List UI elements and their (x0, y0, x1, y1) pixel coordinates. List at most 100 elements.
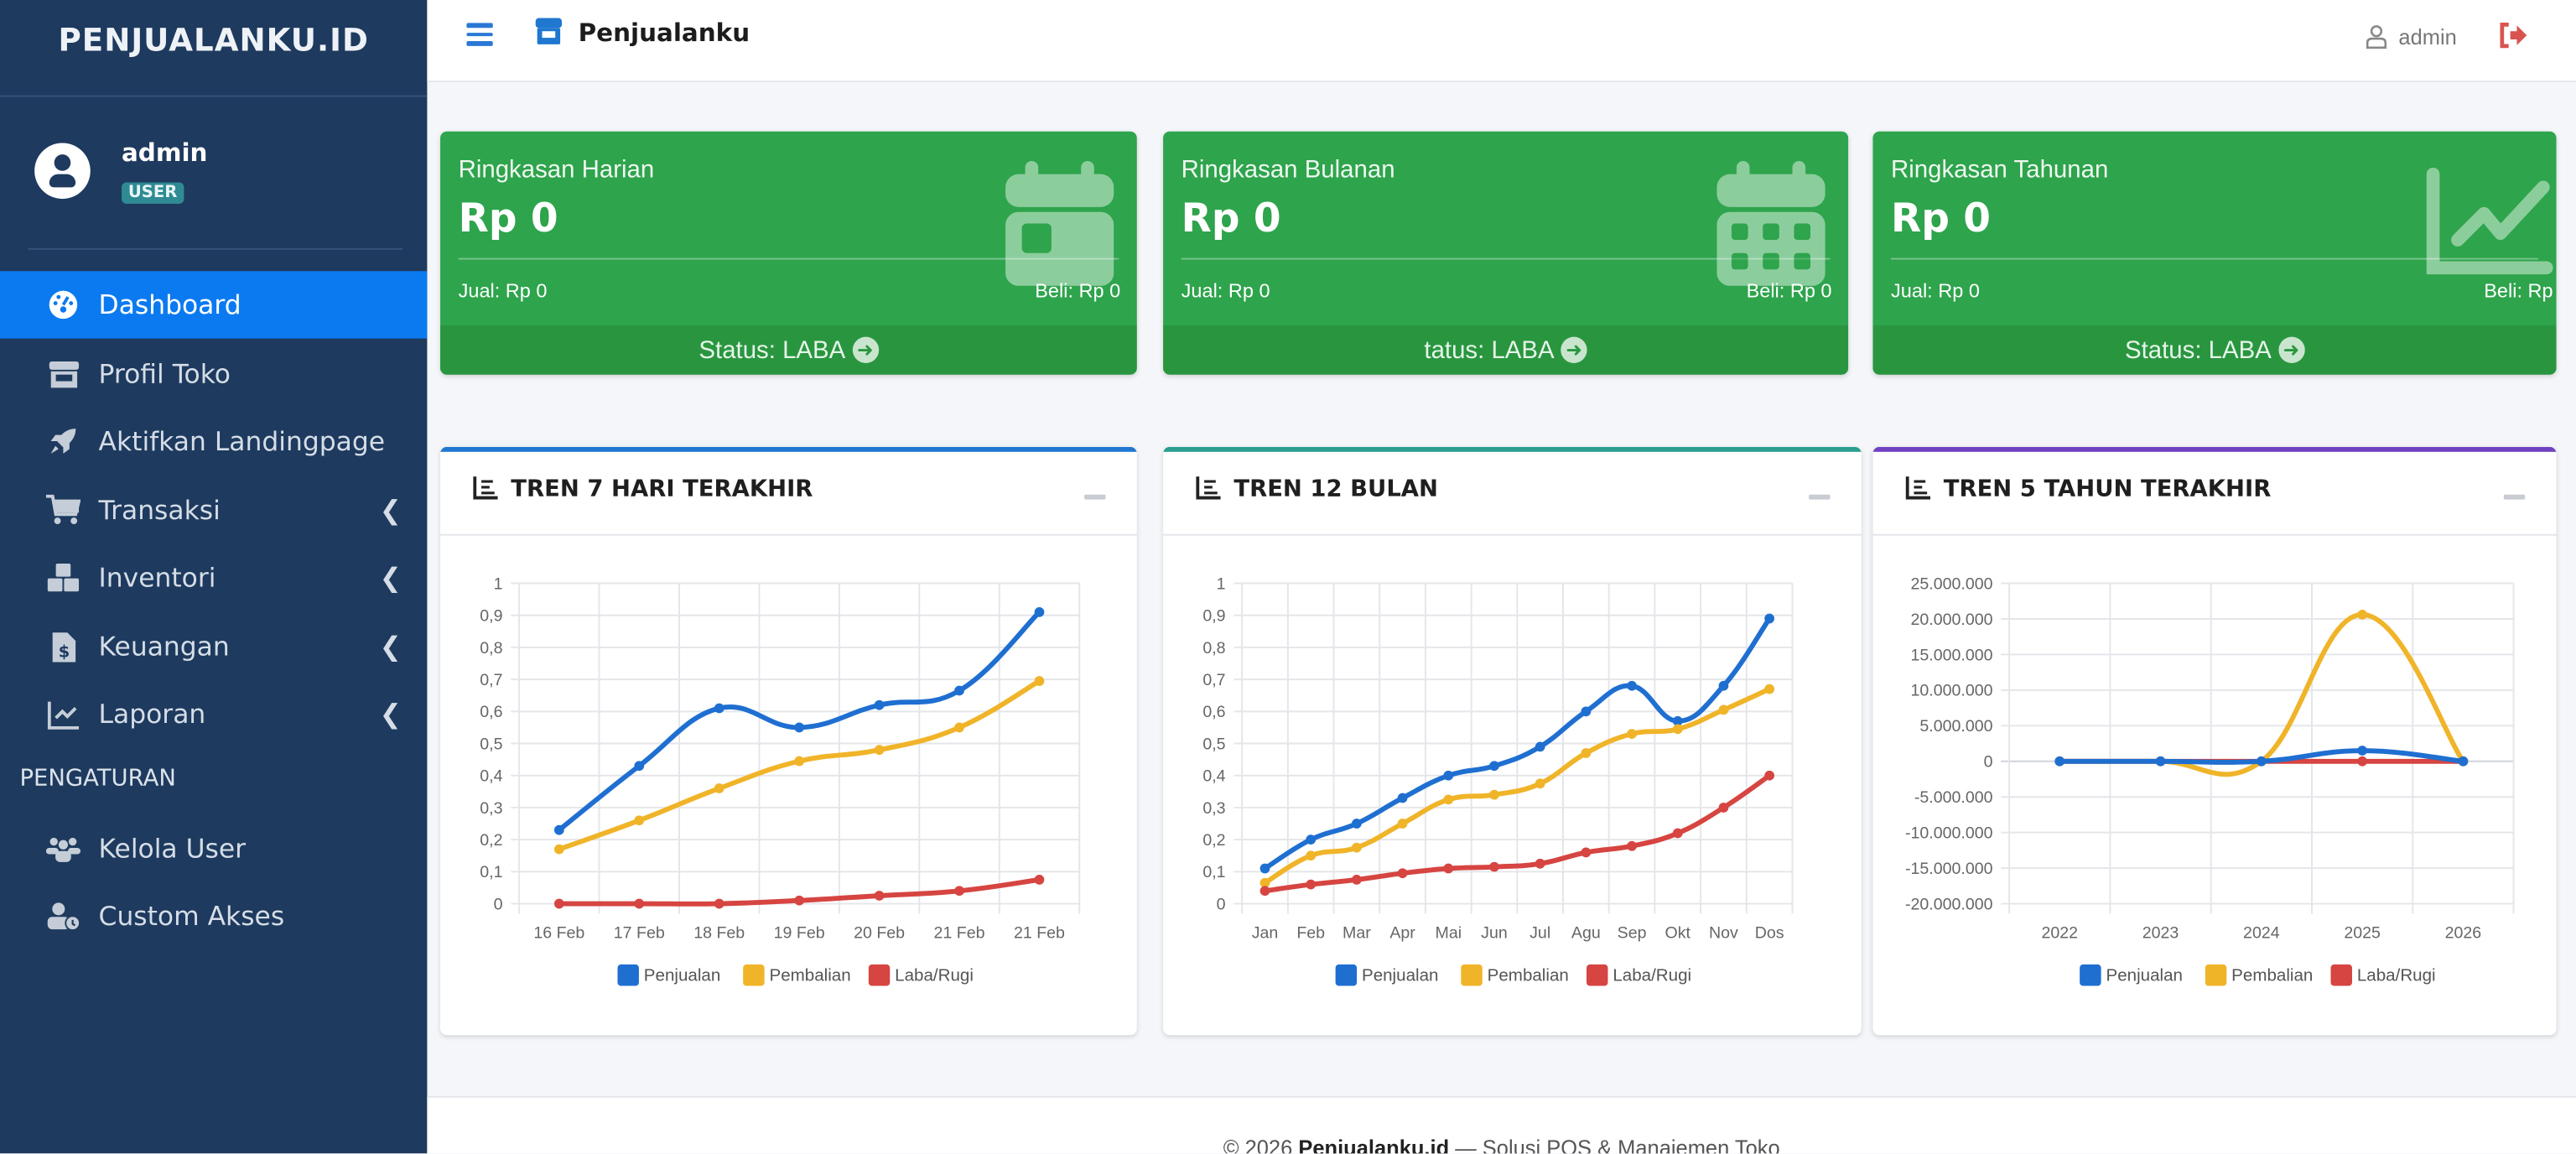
legend-swatch (2080, 964, 2101, 986)
arrow-circle-right-icon: ➜ (852, 336, 879, 363)
data-point (1352, 819, 1362, 829)
sidebar-item-transaksi[interactable]: Transaksi ❮ (0, 476, 427, 543)
data-point (1489, 861, 1499, 872)
y-tick-label: 0,6 (1202, 703, 1225, 721)
hamburger-menu-icon[interactable] (466, 23, 493, 45)
summary-card-tahunan: Ringkasan Tahunan Rp 0 Jual: Rp 0 Beli: … (1872, 131, 2557, 375)
data-point (1306, 850, 1317, 861)
data-point (1718, 704, 1729, 715)
summary-jual: Jual: Rp 0 (1891, 279, 1980, 303)
line-chart: 0 0,1 0,2 0,3 0,4 0,5 0,6 0,7 0,8 0,9 1 Jan Feb Mar Ap… (1163, 538, 1862, 1036)
legend-swatch (617, 964, 639, 986)
x-tick-label: Jul (1530, 924, 1550, 943)
summary-title: Ringkasan Harian (458, 156, 655, 185)
y-tick-label: -5.000.000 (1914, 788, 1993, 807)
legend-swatch (2330, 964, 2352, 986)
collapse-button[interactable] (2503, 494, 2526, 500)
legend-swatch (1586, 964, 1608, 986)
data-point (1352, 875, 1362, 885)
cart-icon (45, 493, 81, 528)
summary-status: tatus: LABA (1424, 335, 1555, 364)
data-point (1535, 778, 1545, 789)
x-tick-label: Sep (1618, 924, 1647, 943)
data-point (794, 722, 805, 733)
data-point (1581, 706, 1592, 717)
y-tick-label: 15.000.000 (1911, 646, 1993, 664)
y-tick-label: 0 (1217, 895, 1226, 913)
app-title[interactable]: Penjualanku (578, 18, 750, 48)
y-tick-label: 0 (1984, 753, 1993, 772)
x-tick-label: 19 Feb (774, 924, 825, 943)
sidebar-item-dashboard[interactable]: Dashboard (0, 271, 428, 339)
sidebar-item-label: Profil Toko (98, 358, 231, 390)
data-point (714, 898, 724, 909)
user-menu[interactable]: admin (2398, 24, 2457, 49)
x-tick-label: 17 Feb (614, 924, 665, 943)
avatar (34, 143, 91, 200)
legend-label: Penjualan (1362, 966, 1438, 985)
sidebar-item-kelola-user[interactable]: Kelola User (0, 815, 427, 882)
y-tick-label: 0,4 (480, 767, 502, 786)
data-point (553, 898, 564, 909)
footer-tagline: — Solusi POS & Manajemen Toko (1455, 1135, 1780, 1154)
y-tick-label: 0,4 (1202, 767, 1225, 786)
calendar-days-icon (1716, 161, 1826, 294)
divider (28, 247, 403, 250)
y-tick-label: -20.000.000 (1905, 895, 1993, 913)
data-point (1718, 803, 1729, 813)
sidebar-item-inventori[interactable]: Inventori ❮ (0, 543, 427, 611)
chart-svg: 0 0,1 0,2 0,3 0,4 0,5 0,6 0,7 0,8 0,9 1 Jan Feb Mar Ap… (1202, 574, 1794, 986)
divider (0, 95, 428, 97)
data-point (954, 685, 964, 696)
data-point (2357, 609, 2368, 620)
legend-swatch (1461, 964, 1483, 986)
summary-card-bulanan: Ringkasan Bulanan Rp 0 Jual: Rp 0 Beli: … (1163, 131, 1849, 375)
data-point (1352, 842, 1362, 853)
y-tick-label: 5.000.000 (1919, 717, 1992, 736)
sidebar-item-laporan[interactable]: Laporan ❮ (0, 680, 427, 747)
chevron-left-icon: ❮ (379, 698, 402, 730)
chevron-left-icon: ❮ (379, 631, 402, 663)
collapse-button[interactable] (1084, 494, 1106, 500)
sidebar-item-custom-akses[interactable]: Custom Akses (0, 882, 427, 949)
summary-value: Rp 0 (458, 195, 558, 242)
collapse-button[interactable] (1809, 494, 1831, 500)
summary-status-link[interactable]: Status: LABA ➜ (440, 325, 1137, 375)
sidebar-item-label: Laporan (98, 698, 206, 730)
summary-status-link[interactable]: Status: LABA ➜ (1872, 325, 2557, 375)
brand-logo[interactable]: PENJUALANKU.ID (58, 23, 369, 60)
x-tick-label: 21 Feb (1014, 924, 1065, 943)
data-point (2357, 746, 2368, 756)
x-tick-label: Mai (1436, 924, 1462, 943)
data-point (1397, 868, 1408, 879)
sidebar-item-keuangan[interactable]: $ Keuangan ❮ (0, 613, 427, 680)
user-icon (2366, 24, 2387, 57)
data-point (1535, 741, 1545, 752)
x-tick-label: Jan (1252, 924, 1279, 943)
data-point (2054, 756, 2065, 767)
data-point (1259, 886, 1270, 897)
footer-text: © 2026 Penjualanku.id — Solusi POS & Man… (427, 1136, 2576, 1154)
y-tick-label: 0,2 (1202, 831, 1225, 850)
x-tick-label: Nov (1709, 924, 1738, 943)
logout-icon[interactable] (2499, 21, 2528, 57)
chart-card-header: TREN 12 BULAN (1163, 452, 1862, 536)
summary-status-link[interactable]: tatus: LABA ➜ (1163, 325, 1849, 375)
y-tick-label: 0,7 (1202, 671, 1225, 689)
sidebar-item-aktifkan-landingpage[interactable]: Aktifkan Landingpage (0, 408, 427, 475)
data-point (1259, 863, 1270, 874)
data-point (1764, 613, 1775, 624)
x-tick-label: Jun (1481, 924, 1508, 943)
arrow-circle-right-icon: ➜ (1561, 336, 1587, 363)
chart-title: TREN 12 BULAN (1233, 476, 1439, 503)
y-tick-label: 0,1 (480, 863, 502, 881)
chart-card-header: TREN 7 HARI TERAKHIR (440, 452, 1137, 536)
data-point (1443, 770, 1454, 781)
chevron-left-icon: ❮ (379, 494, 402, 526)
x-tick-label: 16 Feb (533, 924, 584, 943)
footer-copyright: © 2026 (1223, 1135, 1293, 1154)
data-point (1397, 793, 1408, 803)
footer-brand-link[interactable]: Penjualanku.id (1298, 1135, 1450, 1154)
sidebar-item-profil-toko[interactable]: Profil Toko (0, 340, 427, 408)
legend-label: Laba/Rugi (1613, 966, 1691, 985)
